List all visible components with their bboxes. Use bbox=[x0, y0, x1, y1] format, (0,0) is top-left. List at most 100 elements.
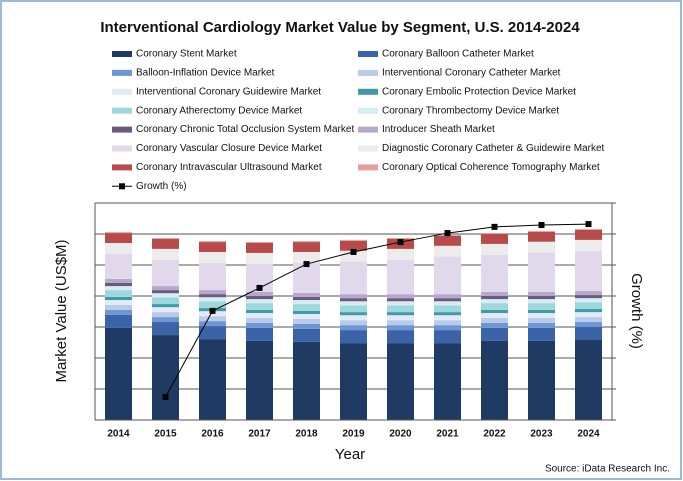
bar-segment bbox=[293, 241, 320, 243]
bar-segment bbox=[528, 291, 555, 296]
bar-segment bbox=[481, 313, 508, 319]
bar-segment bbox=[387, 343, 414, 420]
bar-segment bbox=[340, 325, 367, 331]
x-tick-label: 2018 bbox=[295, 429, 318, 440]
legend-swatch bbox=[358, 88, 378, 95]
bar-segment bbox=[246, 309, 273, 314]
bar-segment bbox=[340, 305, 367, 313]
bar-segment bbox=[434, 305, 461, 313]
bar-segment bbox=[293, 304, 320, 311]
x-tick-label: 2023 bbox=[530, 429, 553, 440]
bar-segment bbox=[152, 290, 179, 294]
bar-segment bbox=[199, 321, 226, 327]
growth-marker bbox=[350, 248, 357, 255]
legend-label: Balloon-Inflation Device Market bbox=[136, 68, 275, 79]
bar-segment bbox=[528, 303, 555, 310]
bar-segment bbox=[105, 286, 132, 291]
growth-line bbox=[165, 223, 589, 398]
bar-segment bbox=[481, 233, 508, 234]
bar-segment bbox=[152, 286, 179, 291]
bar-segment bbox=[152, 322, 179, 336]
bar-segment bbox=[293, 313, 320, 319]
bar-segment bbox=[293, 262, 320, 293]
bar-segment bbox=[575, 239, 602, 251]
legend-label: Coronary Intravascular Ultrasound Market bbox=[136, 162, 322, 173]
bar-segment bbox=[528, 327, 555, 341]
bar-segment bbox=[199, 294, 226, 298]
legend-swatch bbox=[112, 145, 132, 152]
bar-segment bbox=[528, 309, 555, 314]
growth-marker bbox=[209, 307, 216, 314]
bar-segment bbox=[340, 312, 367, 316]
bar-segment bbox=[575, 298, 602, 303]
x-tick-label: 2015 bbox=[154, 429, 177, 440]
bar-segment bbox=[575, 322, 602, 327]
bar-segment bbox=[481, 254, 508, 292]
bar-segment bbox=[575, 250, 602, 292]
bar-segment bbox=[105, 282, 132, 287]
bar-segment bbox=[528, 230, 555, 232]
bar-segment bbox=[199, 290, 226, 295]
bar-segment bbox=[246, 296, 273, 300]
source: Source: iData Research Inc. bbox=[545, 464, 670, 475]
bar-segment bbox=[105, 253, 132, 279]
bar-segment bbox=[434, 235, 461, 246]
bar-segment bbox=[293, 310, 320, 314]
x-axis-label: Year bbox=[335, 446, 365, 463]
x-tick-label: 2020 bbox=[389, 429, 412, 440]
bar-segment bbox=[105, 242, 132, 254]
bar-segment bbox=[387, 320, 414, 326]
bar-segment bbox=[199, 262, 226, 291]
bar-segment bbox=[152, 304, 179, 308]
legend-label: Coronary Vascular Closure Device Market bbox=[136, 143, 322, 154]
growth-marker bbox=[585, 221, 592, 228]
legend-swatch bbox=[112, 88, 132, 95]
bar-segment bbox=[152, 293, 179, 298]
bar-segment bbox=[434, 294, 461, 299]
bar-segment bbox=[340, 301, 367, 306]
bar-segment bbox=[528, 340, 555, 420]
x-tick-label: 2022 bbox=[483, 429, 506, 440]
bar-segment bbox=[293, 328, 320, 342]
bar-segment bbox=[199, 297, 226, 302]
bar-segment bbox=[340, 239, 367, 241]
legend-label: Growth (%) bbox=[136, 181, 187, 192]
bar-segment bbox=[152, 307, 179, 313]
bar-segment bbox=[575, 229, 602, 230]
bar-segment bbox=[105, 309, 132, 315]
bar-segment bbox=[434, 325, 461, 331]
growth-marker bbox=[538, 222, 545, 229]
bar-segment bbox=[575, 309, 602, 313]
growth-marker bbox=[256, 284, 263, 291]
bar-segment bbox=[434, 330, 461, 344]
bar-segment bbox=[387, 238, 414, 239]
growth-marker bbox=[444, 230, 451, 237]
bar-segment bbox=[528, 313, 555, 319]
bar-segment bbox=[293, 341, 320, 420]
bar-segment bbox=[528, 299, 555, 304]
bar-segment bbox=[152, 297, 179, 305]
bar-segment bbox=[575, 317, 602, 323]
x-tick-label: 2021 bbox=[436, 429, 459, 440]
bar-segment bbox=[199, 251, 226, 263]
growth-marker bbox=[491, 223, 498, 230]
legend-label: Introducer Sheath Market bbox=[382, 124, 495, 135]
growth-marker bbox=[303, 261, 310, 268]
bar-segment bbox=[434, 315, 461, 321]
bar-segment bbox=[528, 241, 555, 253]
bar-segment bbox=[481, 327, 508, 341]
bar-segment bbox=[481, 291, 508, 296]
legend-label: Coronary Balloon Catheter Market bbox=[382, 49, 534, 60]
bar-segment bbox=[575, 295, 602, 299]
legend-label: Diagnostic Coronary Catheter & Guidewire… bbox=[382, 143, 605, 154]
bar-segment bbox=[199, 316, 226, 322]
legend-swatch bbox=[358, 164, 378, 171]
legend-label: Coronary Embolic Protection Device Marke… bbox=[382, 86, 576, 97]
bar-segment bbox=[246, 242, 273, 243]
bar-segment bbox=[481, 296, 508, 300]
x-tick-label: 2019 bbox=[342, 429, 365, 440]
bar-segment bbox=[387, 294, 414, 299]
bar-segment bbox=[152, 238, 179, 239]
bar-segment bbox=[105, 232, 132, 234]
